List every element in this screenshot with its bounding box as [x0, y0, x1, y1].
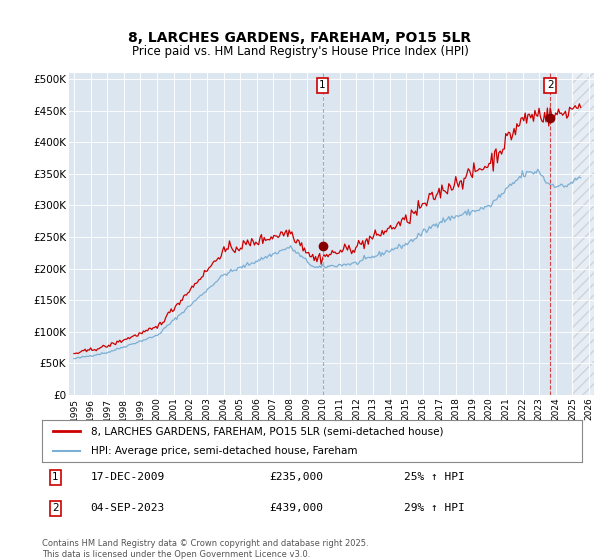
Text: £235,000: £235,000: [269, 472, 323, 482]
Text: £439,000: £439,000: [269, 503, 323, 514]
Text: 2: 2: [547, 81, 554, 90]
Text: Price paid vs. HM Land Registry's House Price Index (HPI): Price paid vs. HM Land Registry's House …: [131, 45, 469, 58]
Text: HPI: Average price, semi-detached house, Fareham: HPI: Average price, semi-detached house,…: [91, 446, 357, 456]
Text: 8, LARCHES GARDENS, FAREHAM, PO15 5LR (semi-detached house): 8, LARCHES GARDENS, FAREHAM, PO15 5LR (s…: [91, 426, 443, 436]
Text: 1: 1: [52, 472, 59, 482]
Text: 25% ↑ HPI: 25% ↑ HPI: [404, 472, 464, 482]
Text: 8, LARCHES GARDENS, FAREHAM, PO15 5LR: 8, LARCHES GARDENS, FAREHAM, PO15 5LR: [128, 31, 472, 45]
Text: 29% ↑ HPI: 29% ↑ HPI: [404, 503, 464, 514]
Bar: [572, 73, 598, 395]
Text: 1: 1: [319, 81, 326, 90]
Text: Contains HM Land Registry data © Crown copyright and database right 2025.
This d: Contains HM Land Registry data © Crown c…: [42, 539, 368, 559]
Text: 17-DEC-2009: 17-DEC-2009: [91, 472, 165, 482]
Text: 2: 2: [52, 503, 59, 514]
Bar: [572, 73, 598, 395]
Text: 04-SEP-2023: 04-SEP-2023: [91, 503, 165, 514]
